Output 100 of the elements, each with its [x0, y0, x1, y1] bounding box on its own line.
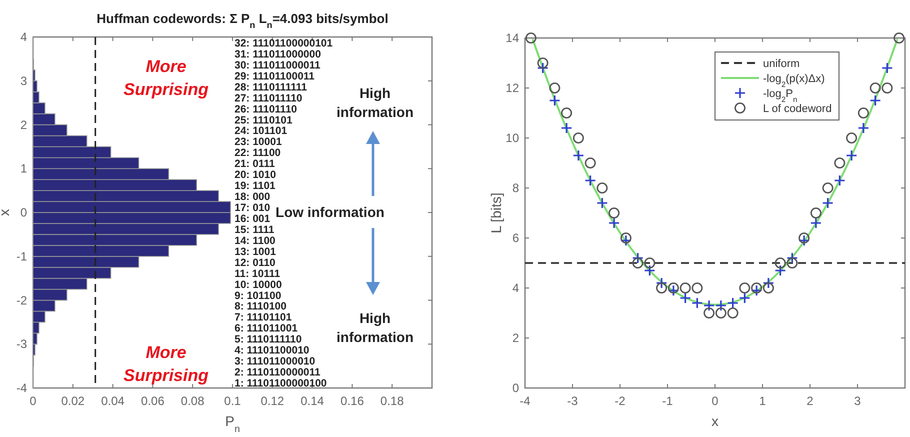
y-tick-label: -2: [16, 293, 28, 308]
point: [668, 282, 679, 294]
point: [822, 197, 834, 209]
point: [596, 182, 608, 194]
point: [703, 300, 715, 312]
point: [692, 282, 703, 294]
point: [715, 300, 727, 312]
point: [846, 150, 858, 162]
annotation: 22: 11100: [234, 147, 281, 160]
point: [881, 62, 893, 74]
point: [584, 174, 596, 186]
y-tick-label: -3: [16, 337, 28, 352]
legend-label: -log$_{2}$(p(x)Δx): [763, 73, 825, 88]
annotation: 6: 111011001: [234, 322, 298, 335]
point: [668, 284, 680, 296]
point: [786, 258, 798, 268]
point: [751, 282, 762, 294]
y-tick-label: 6: [512, 231, 520, 245]
point: [739, 282, 750, 294]
annotation: 15: 1111: [234, 224, 274, 236]
point: [584, 158, 596, 168]
y-axis-title: L [bits]: [488, 192, 504, 234]
point: [834, 174, 846, 186]
point: [691, 297, 703, 309]
annotation: High information: [336, 310, 414, 345]
x-tick-label: 2: [806, 394, 814, 408]
point: [738, 292, 750, 304]
point: [810, 217, 822, 229]
x-tick-label: 0.08: [180, 394, 205, 408]
chart-title: Huffman codewords: Σ P$_{n}$ L$_{n}$=4.093 bits/symbol: [96, 11, 388, 30]
x-tick-label: -1: [662, 394, 674, 408]
point: [882, 82, 893, 94]
annotation: 25: 1110101: [234, 114, 292, 126]
point: [822, 182, 834, 194]
point: [644, 258, 656, 268]
point: [798, 234, 810, 246]
annotation: 21: 0111: [234, 158, 275, 170]
annotation: 26: 11101110: [234, 103, 298, 116]
point: [656, 277, 668, 289]
point: [596, 197, 608, 209]
annotation: 17: 010: [234, 202, 270, 214]
point: [870, 94, 882, 106]
y-tick-label: -4: [16, 381, 28, 395]
x-tick-label: 3: [854, 394, 862, 408]
annotation: 3: 111011000010: [234, 356, 316, 368]
point: [572, 150, 584, 162]
y-tick-label: 4: [512, 281, 520, 295]
annotation: 28: 1110111111: [234, 81, 308, 94]
point: [798, 232, 810, 244]
point: [680, 282, 691, 294]
x-tick-label: 0.16: [340, 394, 364, 408]
annotation: 12: 0110: [234, 256, 276, 269]
annotation: 19: 1101: [234, 180, 276, 192]
x-axis-title: x: [712, 413, 718, 429]
point: [774, 264, 786, 276]
annotation: High information: [336, 85, 414, 120]
x-tick-label: 0.04: [101, 394, 125, 408]
point: [632, 258, 644, 268]
point: [537, 62, 549, 74]
y-tick-label: 12: [506, 81, 520, 95]
point: [810, 208, 822, 218]
annotation: 24: 101101: [234, 125, 288, 138]
point: [786, 252, 798, 264]
x-tick-label: 0.12: [260, 394, 284, 408]
legend-label: L of codeword: [763, 103, 832, 115]
point: [572, 132, 584, 144]
x-tick-label: 0: [712, 394, 719, 408]
point: [620, 232, 632, 244]
point: [525, 32, 536, 44]
annotation: 10: 10000: [234, 278, 282, 291]
y-tick-label: 14: [506, 31, 520, 45]
point: [560, 122, 572, 134]
y-tick-label: 0: [20, 206, 28, 220]
point: [561, 108, 572, 118]
x-tick-label: -2: [614, 394, 626, 408]
annotation: 8: 1110100: [234, 300, 287, 313]
point: [762, 277, 774, 289]
annotation: More Surprising: [123, 57, 210, 99]
annotation: 16: 001: [234, 212, 270, 225]
x-tick-label: -3: [567, 394, 578, 408]
annotation: 13: 1001: [234, 246, 276, 258]
point: [846, 132, 858, 144]
y-tick-label: 3: [20, 74, 28, 88]
annotation: 29: 11101100011: [234, 70, 315, 82]
x-tick-label: 0.06: [141, 394, 165, 408]
x-tick-label: 0: [30, 394, 37, 408]
x-axis-title: P$_{n}$: [225, 413, 240, 434]
point: [894, 32, 905, 44]
point: [704, 308, 715, 318]
y-tick-label: 10: [506, 131, 520, 145]
point: [680, 292, 692, 304]
point: [656, 282, 668, 294]
point: [858, 108, 869, 118]
annotation: Low information: [276, 204, 384, 220]
point: [608, 217, 620, 229]
point: [620, 234, 632, 246]
annotation: 30: 111011000011: [234, 59, 321, 72]
annotation: 23: 10001: [234, 136, 282, 148]
point: [774, 258, 786, 268]
annotation: 5: 1110111110: [234, 334, 302, 346]
